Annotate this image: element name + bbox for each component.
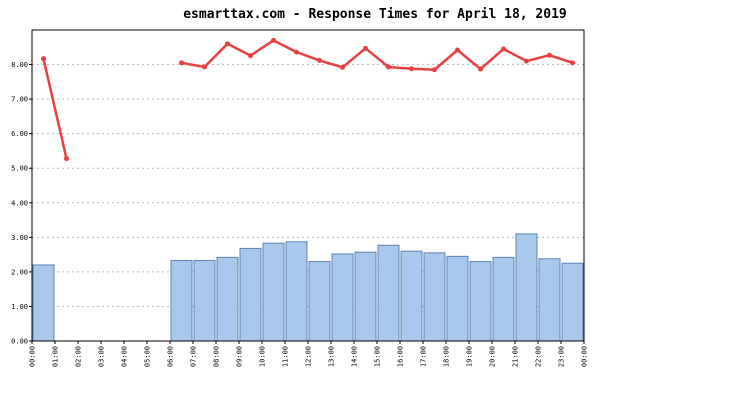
line-marker bbox=[363, 45, 368, 51]
line-marker bbox=[432, 67, 437, 73]
x-tick-label: 05:00 bbox=[144, 346, 152, 367]
bar bbox=[469, 261, 492, 342]
x-tick-label: 11:00 bbox=[282, 346, 290, 367]
x-tick-label: 19:00 bbox=[466, 346, 474, 367]
bar bbox=[446, 255, 469, 342]
bar bbox=[400, 250, 423, 342]
bar bbox=[285, 241, 308, 342]
bar bbox=[377, 244, 400, 342]
bar bbox=[423, 252, 446, 342]
line-marker bbox=[455, 47, 460, 53]
x-tick-label: 20:00 bbox=[489, 346, 497, 367]
bar bbox=[239, 247, 262, 342]
line-marker bbox=[317, 57, 322, 63]
bar bbox=[32, 264, 55, 342]
y-tick-label: 6.00 bbox=[11, 130, 28, 138]
y-tick-label: 4.00 bbox=[11, 199, 28, 207]
chart-title: esmarttax.com - Response Times for April… bbox=[183, 7, 567, 22]
line-marker bbox=[570, 60, 575, 66]
bar bbox=[561, 262, 584, 342]
plot-border bbox=[31, 29, 585, 342]
x-tick-label: 01:00 bbox=[52, 346, 60, 367]
line-marker bbox=[64, 156, 69, 162]
line-marker bbox=[271, 37, 276, 43]
line-marker bbox=[409, 66, 414, 72]
x-tick-label: 10:00 bbox=[259, 346, 267, 367]
x-tick-label: 04:00 bbox=[121, 346, 129, 367]
bar bbox=[262, 242, 285, 342]
bar bbox=[492, 256, 515, 342]
x-tick-label: 21:00 bbox=[512, 346, 520, 367]
bar bbox=[308, 261, 331, 342]
line-marker bbox=[248, 53, 253, 59]
x-tick-label: 09:00 bbox=[236, 346, 244, 367]
x-tick-label: 02:00 bbox=[75, 346, 83, 367]
line-marker bbox=[547, 52, 552, 58]
line-marker bbox=[294, 49, 299, 55]
x-tick-label: 06:00 bbox=[167, 346, 175, 367]
y-tick-label: 8.00 bbox=[11, 61, 28, 69]
line-marker bbox=[478, 66, 483, 72]
bar bbox=[216, 256, 239, 342]
x-tick-label: 15:00 bbox=[374, 346, 382, 367]
plot-area: 0.00 1.00 2.00 3.00 4.00 5.00 6.00 7.00 8.00 00:0… bbox=[11, 29, 589, 367]
y-tick-label: 1.00 bbox=[11, 303, 28, 311]
x-tick-label: 00:00 bbox=[581, 346, 589, 367]
y-tick-label: 7.00 bbox=[11, 96, 28, 104]
line-marker bbox=[41, 56, 46, 62]
x-tick-label: 18:00 bbox=[443, 346, 451, 367]
y-tick-label: 5.00 bbox=[11, 165, 28, 173]
x-tick-label: 23:00 bbox=[558, 346, 566, 367]
y-tick-label: 3.00 bbox=[11, 234, 28, 242]
line-marker bbox=[179, 60, 184, 66]
x-tick-label: 00:00 bbox=[29, 346, 37, 367]
line bbox=[42, 38, 573, 159]
bar bbox=[193, 259, 216, 342]
y-tick-label: 0.00 bbox=[11, 338, 28, 346]
line-marker bbox=[386, 64, 391, 70]
x-tick-label: 17:00 bbox=[420, 346, 428, 367]
x-tick-label: 16:00 bbox=[397, 346, 405, 367]
y-tick-label: 2.00 bbox=[11, 268, 28, 276]
bar bbox=[538, 258, 561, 342]
x-tick-label: 13:00 bbox=[328, 346, 336, 367]
line-marker bbox=[202, 64, 207, 70]
x-tick-label: 03:00 bbox=[98, 346, 106, 367]
bar bbox=[331, 253, 354, 342]
bar bbox=[515, 233, 538, 342]
line-marker bbox=[225, 41, 230, 47]
x-tick-label: 08:00 bbox=[213, 346, 221, 367]
x-tick-label: 14:00 bbox=[351, 346, 359, 367]
line-marker bbox=[340, 64, 345, 70]
line-marker bbox=[524, 58, 529, 64]
bar bbox=[170, 259, 193, 342]
x-tick-label: 12:00 bbox=[305, 346, 313, 367]
line-marker bbox=[501, 46, 506, 52]
bar bbox=[354, 251, 377, 342]
x-tick-label: 07:00 bbox=[190, 346, 198, 367]
x-tick-label: 22:00 bbox=[535, 346, 543, 367]
